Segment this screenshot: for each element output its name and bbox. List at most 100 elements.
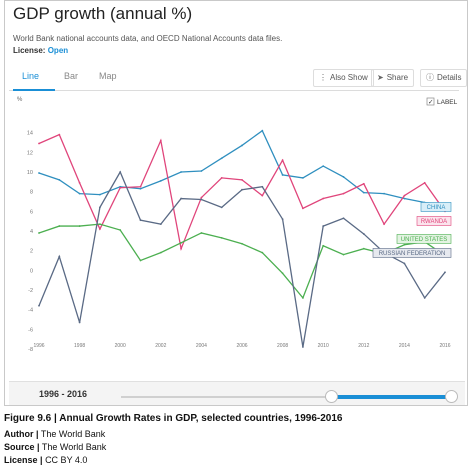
- data-point[interactable]: [139, 187, 142, 190]
- data-point[interactable]: [383, 192, 385, 195]
- also-show-button[interactable]: ⋮ Also Show: [313, 69, 374, 87]
- data-point[interactable]: [261, 129, 264, 132]
- data-point[interactable]: [78, 181, 81, 184]
- data-point[interactable]: [78, 225, 81, 227]
- data-point[interactable]: [99, 206, 101, 209]
- data-point[interactable]: [159, 251, 162, 254]
- share-button[interactable]: ➤ Share: [371, 69, 415, 87]
- data-point[interactable]: [58, 133, 61, 136]
- data-point[interactable]: [444, 271, 446, 274]
- data-point[interactable]: [220, 236, 223, 239]
- data-point[interactable]: [241, 188, 243, 191]
- data-point[interactable]: [403, 243, 406, 246]
- label-toggle[interactable]: ✓ LABEL: [426, 97, 458, 106]
- data-point[interactable]: [322, 165, 325, 167]
- data-point[interactable]: [362, 247, 365, 250]
- data-point[interactable]: [362, 182, 365, 185]
- data-point[interactable]: [38, 232, 40, 234]
- range-track[interactable]: [121, 396, 451, 398]
- data-point[interactable]: [38, 172, 40, 174]
- data-point[interactable]: [241, 144, 243, 147]
- y-tick-label: 12: [27, 150, 33, 156]
- data-point[interactable]: [220, 206, 223, 209]
- info-icon: ⓘ: [426, 73, 434, 82]
- y-tick-label: -4: [28, 308, 33, 314]
- data-point[interactable]: [322, 225, 325, 227]
- data-point[interactable]: [38, 304, 40, 307]
- data-point[interactable]: [403, 197, 406, 200]
- data-point[interactable]: [58, 255, 61, 258]
- details-button[interactable]: ⓘ Details: [420, 69, 468, 87]
- data-point[interactable]: [241, 242, 243, 245]
- data-point[interactable]: [139, 259, 142, 262]
- data-point[interactable]: [261, 194, 264, 197]
- data-point[interactable]: [322, 197, 325, 200]
- data-point[interactable]: [302, 207, 304, 210]
- data-point[interactable]: [302, 177, 304, 179]
- y-tick-label: 14: [27, 131, 33, 137]
- data-point[interactable]: [342, 192, 345, 195]
- data-point[interactable]: [159, 139, 162, 142]
- data-point[interactable]: [302, 296, 304, 299]
- series-line-rwanda[interactable]: [38, 133, 446, 252]
- series-line-united-states[interactable]: [38, 223, 446, 300]
- data-point[interactable]: [119, 171, 122, 173]
- data-point[interactable]: [281, 218, 284, 221]
- data-point[interactable]: [220, 177, 223, 179]
- data-point[interactable]: [180, 171, 183, 173]
- tab-bar[interactable]: Bar: [64, 71, 79, 81]
- source-line: Source | The World Bank: [4, 442, 106, 452]
- checkbox-icon[interactable]: [426, 97, 435, 106]
- tab-line[interactable]: Line: [22, 71, 40, 81]
- license-label: License:: [13, 46, 46, 55]
- data-point[interactable]: [423, 296, 426, 299]
- data-point[interactable]: [58, 178, 61, 181]
- data-point[interactable]: [362, 191, 365, 194]
- series-line-russian-federation[interactable]: [38, 170, 446, 348]
- data-point[interactable]: [302, 346, 304, 348]
- data-point[interactable]: [159, 223, 162, 226]
- data-point[interactable]: [78, 192, 81, 195]
- data-point[interactable]: [99, 228, 101, 230]
- data-point[interactable]: [58, 225, 61, 227]
- data-point[interactable]: [119, 229, 122, 231]
- data-point[interactable]: [423, 181, 426, 184]
- data-point[interactable]: [200, 198, 203, 201]
- data-point[interactable]: [139, 185, 142, 188]
- data-point[interactable]: [261, 185, 264, 188]
- data-point[interactable]: [281, 272, 284, 275]
- data-point[interactable]: [119, 186, 122, 189]
- data-point[interactable]: [159, 179, 162, 182]
- data-point[interactable]: [281, 159, 284, 162]
- range-start-handle[interactable]: [325, 390, 338, 403]
- data-point[interactable]: [342, 253, 345, 256]
- data-point[interactable]: [383, 223, 385, 226]
- data-point[interactable]: [38, 142, 40, 145]
- data-point[interactable]: [180, 241, 183, 244]
- data-point[interactable]: [220, 157, 223, 160]
- data-point[interactable]: [342, 176, 345, 178]
- data-point[interactable]: [403, 262, 406, 265]
- data-point[interactable]: [200, 196, 203, 199]
- data-point[interactable]: [342, 217, 345, 220]
- data-point[interactable]: [322, 244, 325, 247]
- license-link[interactable]: Open: [47, 46, 69, 55]
- data-point[interactable]: [139, 219, 142, 222]
- data-point[interactable]: [99, 193, 101, 196]
- data-point[interactable]: [99, 223, 101, 226]
- tab-map[interactable]: Map: [99, 71, 117, 81]
- data-point[interactable]: [403, 194, 406, 197]
- data-point[interactable]: [200, 170, 203, 172]
- data-point[interactable]: [78, 321, 81, 324]
- data-point[interactable]: [281, 174, 284, 176]
- data-point[interactable]: [261, 251, 264, 254]
- data-point[interactable]: [180, 197, 183, 200]
- chart-card: GDP growth (annual %) World Bank nationa…: [4, 0, 468, 406]
- source-description: World Bank national accounts data, and O…: [13, 34, 283, 43]
- data-point[interactable]: [200, 232, 203, 234]
- range-end-handle[interactable]: [445, 390, 458, 403]
- page-title: GDP growth (annual %): [13, 4, 193, 23]
- data-point[interactable]: [180, 247, 183, 250]
- data-point[interactable]: [241, 178, 243, 181]
- data-point[interactable]: [362, 233, 365, 235]
